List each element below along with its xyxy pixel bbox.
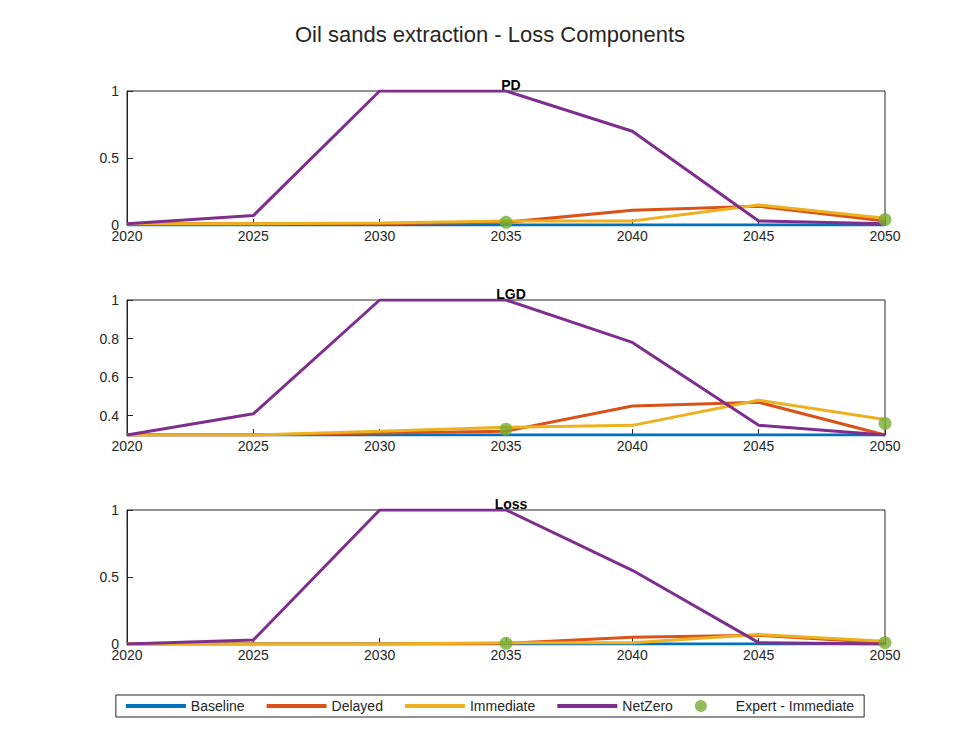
svg-text:PD: PD: [501, 77, 520, 93]
svg-text:0.8: 0.8: [100, 331, 120, 347]
svg-text:2050: 2050: [869, 438, 900, 454]
svg-text:2040: 2040: [617, 228, 648, 244]
svg-text:NetZero: NetZero: [622, 698, 673, 714]
svg-text:0: 0: [111, 217, 119, 233]
svg-text:2025: 2025: [238, 647, 269, 663]
svg-text:1: 1: [111, 83, 119, 99]
svg-text:1: 1: [111, 292, 119, 308]
svg-text:2030: 2030: [364, 228, 395, 244]
svg-text:Immediate: Immediate: [470, 698, 536, 714]
svg-text:2025: 2025: [238, 228, 269, 244]
svg-text:2020: 2020: [111, 228, 142, 244]
svg-text:2050: 2050: [869, 647, 900, 663]
svg-text:0.6: 0.6: [100, 369, 120, 385]
svg-text:Delayed: Delayed: [332, 698, 383, 714]
svg-text:2050: 2050: [869, 228, 900, 244]
svg-text:Baseline: Baseline: [191, 698, 245, 714]
svg-text:2040: 2040: [617, 438, 648, 454]
svg-text:2045: 2045: [743, 228, 774, 244]
svg-text:0.5: 0.5: [100, 150, 120, 166]
svg-text:2020: 2020: [111, 647, 142, 663]
svg-text:2030: 2030: [364, 438, 395, 454]
svg-text:Oil sands extraction - Loss Co: Oil sands extraction - Loss Components: [295, 22, 685, 47]
svg-text:LGD: LGD: [496, 286, 526, 302]
svg-text:2045: 2045: [743, 438, 774, 454]
svg-text:Loss: Loss: [495, 496, 528, 512]
svg-text:2035: 2035: [490, 438, 521, 454]
svg-text:0.5: 0.5: [100, 569, 120, 585]
svg-text:2035: 2035: [490, 228, 521, 244]
svg-text:Expert - Immediate: Expert - Immediate: [736, 698, 854, 714]
svg-text:2025: 2025: [238, 438, 269, 454]
svg-text:2035: 2035: [490, 647, 522, 663]
svg-text:0: 0: [111, 636, 119, 652]
svg-text:2040: 2040: [617, 647, 648, 663]
svg-text:0.4: 0.4: [100, 408, 120, 424]
svg-text:2020: 2020: [111, 438, 142, 454]
svg-text:2045: 2045: [743, 647, 774, 663]
svg-text:2030: 2030: [364, 647, 395, 663]
svg-text:1: 1: [111, 502, 119, 518]
